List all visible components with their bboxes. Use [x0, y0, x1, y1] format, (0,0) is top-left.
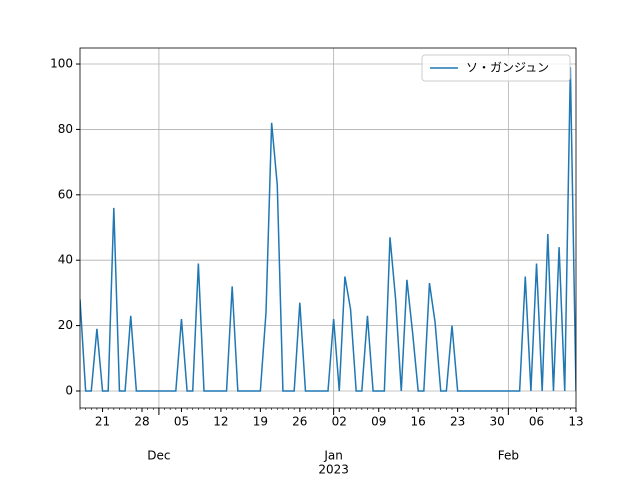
x-month-label: Jan — [323, 449, 343, 463]
line — [80, 67, 576, 392]
y-tick-label: 0 — [65, 383, 73, 397]
x-month-label: Feb — [498, 449, 519, 463]
x-tick-label: 09 — [371, 415, 386, 429]
x-tick-label: 02 — [332, 415, 347, 429]
y-tick-label: 20 — [58, 318, 73, 332]
y-tick-label: 80 — [58, 122, 73, 136]
y-tick-label: 40 — [58, 253, 73, 267]
x-tick-label: 05 — [174, 415, 189, 429]
x-tick-label: 19 — [253, 415, 268, 429]
x-tick-label: 13 — [568, 415, 583, 429]
x-tick-label: 30 — [489, 415, 504, 429]
x-tick-label: 12 — [213, 415, 228, 429]
x-tick-label: 21 — [95, 415, 110, 429]
legend-label: ソ・ガンジュン — [466, 61, 549, 75]
x-tick-label: 16 — [411, 415, 426, 429]
y-tick-label: 60 — [58, 187, 73, 201]
x-tick-label: 06 — [529, 415, 544, 429]
x-tick-label: 23 — [450, 415, 465, 429]
y-tick-label: 100 — [50, 57, 73, 71]
legend-box — [421, 54, 571, 82]
x-tick-label: 28 — [134, 415, 149, 429]
x-year-label: 2023 — [318, 463, 349, 477]
plot-frame — [79, 47, 577, 409]
x-month-label: Dec — [147, 449, 170, 463]
x-tick-label: 26 — [292, 415, 307, 429]
